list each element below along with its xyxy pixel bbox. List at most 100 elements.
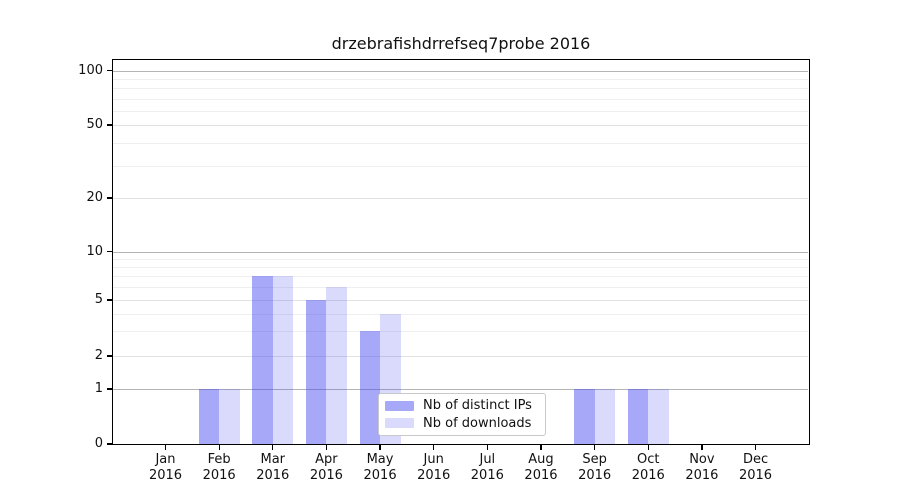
x-tick-oct	[647, 445, 649, 450]
legend-item-downloads: Nb of downloads	[385, 415, 539, 433]
gridline-y-50	[113, 125, 808, 126]
gridline-y-2	[113, 356, 808, 357]
x-tick-jul	[486, 445, 489, 450]
x-tick-year: 2016	[363, 468, 397, 483]
legend-label-distinct-ips: Nb of distinct IPs	[423, 398, 532, 414]
x-tick-mar	[272, 445, 274, 450]
y-tick-100	[107, 69, 112, 72]
bar-distinct-ips-sep	[574, 389, 595, 444]
x-tick-year: 2016	[470, 468, 504, 483]
y-tick-label-2: 2	[94, 348, 103, 363]
x-tick-label-sep: Sep 2016	[555, 452, 635, 484]
plot-area	[112, 59, 810, 445]
gridline-y-8	[113, 267, 808, 269]
gridline-y-9	[113, 258, 808, 260]
gridline-y-5	[113, 300, 808, 301]
bar-distinct-ips-mar	[252, 276, 273, 444]
x-tick-label-apr: Apr 2016	[286, 452, 366, 484]
x-tick-month: Jun	[423, 452, 444, 467]
x-tick-label-oct: Oct 2016	[608, 452, 688, 484]
x-tick-label-feb: Feb 2016	[179, 452, 259, 484]
x-tick-aug	[540, 445, 542, 450]
x-tick-sep	[594, 445, 596, 450]
x-tick-may	[379, 445, 381, 450]
bar-distinct-ips-apr	[305, 300, 327, 444]
x-tick-label-jul: Jul 2016	[447, 452, 527, 484]
x-tick-month: Feb	[207, 452, 231, 467]
x-tick-label-mar: Mar 2016	[233, 452, 313, 484]
x-tick-year: 2016	[256, 468, 290, 483]
x-tick-month: Dec	[742, 452, 769, 467]
x-tick-year: 2016	[309, 468, 343, 483]
x-tick-month: Sep	[582, 452, 607, 467]
gridline-y-100	[113, 70, 808, 72]
x-tick-label-jun: Jun 2016	[394, 452, 474, 484]
x-tick-label-dec: Dec 2016	[716, 452, 796, 484]
y-tick-label-5: 5	[94, 292, 103, 307]
gridline-y-3	[113, 331, 808, 333]
x-tick-month: Jul	[479, 452, 496, 467]
gridline-y-6	[113, 287, 808, 289]
y-tick-10	[107, 250, 112, 253]
bar-downloads-oct	[648, 389, 669, 444]
y-tick-label-0: 0	[94, 436, 103, 451]
bar-distinct-ips-feb	[198, 389, 220, 444]
bar-downloads-sep	[594, 389, 616, 444]
y-tick-20	[107, 197, 112, 199]
y-tick-5	[107, 299, 112, 301]
x-tick-label-jan: Jan 2016	[126, 452, 206, 484]
x-tick-month: May	[366, 452, 394, 467]
legend-swatch-distinct-ips	[385, 400, 414, 411]
x-tick-month: Mar	[260, 452, 286, 467]
x-tick-feb	[218, 445, 220, 450]
x-tick-label-aug: Aug 2016	[501, 452, 581, 484]
x-tick-jun	[433, 445, 435, 450]
x-tick-month: Apr	[315, 452, 338, 467]
legend-swatch-downloads	[385, 418, 414, 429]
y-tick-label-100: 100	[78, 62, 103, 78]
x-tick-month: Jan	[155, 452, 176, 467]
x-tick-apr	[325, 445, 328, 450]
gridline-y-30	[113, 165, 808, 167]
y-tick-50	[107, 124, 112, 126]
legend-label-downloads: Nb of downloads	[423, 415, 532, 431]
x-tick-year: 2016	[148, 468, 183, 483]
gridline-y-10	[113, 251, 808, 253]
gridline-y-70	[113, 98, 808, 100]
gridline-y-80	[113, 88, 808, 90]
x-tick-year: 2016	[738, 468, 773, 483]
x-tick-jan	[164, 445, 167, 450]
x-tick-month: Aug	[528, 452, 554, 467]
bar-downloads-feb	[219, 389, 240, 444]
gridline-y-40	[113, 142, 808, 144]
x-tick-year: 2016	[417, 468, 451, 483]
gridline-y-4	[113, 313, 808, 315]
bar-downloads-mar	[272, 276, 294, 444]
x-tick-month: Oct	[637, 452, 660, 467]
x-tick-year: 2016	[631, 468, 665, 483]
x-tick-year: 2016	[524, 468, 558, 483]
gridline-y-20	[113, 198, 808, 199]
y-tick-1	[107, 388, 112, 390]
gridline-y-1	[113, 389, 808, 390]
y-tick-label-50: 50	[86, 117, 103, 132]
x-tick-year: 2016	[685, 468, 719, 483]
gridline-y-90	[113, 78, 808, 80]
legend: Nb of distinct IPs Nb of downloads	[378, 393, 546, 436]
x-tick-label-nov: Nov 2016	[662, 452, 742, 484]
bar-distinct-ips-oct	[627, 389, 649, 444]
x-tick-dec	[754, 445, 757, 450]
y-tick-label-20: 20	[86, 190, 103, 205]
x-tick-month: Nov	[689, 452, 715, 467]
x-tick-year: 2016	[202, 468, 236, 483]
y-tick-2	[107, 355, 112, 357]
y-tick-label-10: 10	[86, 243, 103, 259]
x-tick-label-may: May 2016	[340, 452, 420, 484]
y-tick-0	[107, 443, 112, 445]
bar-downloads-apr	[326, 287, 347, 444]
bar-distinct-ips-may	[359, 331, 381, 444]
chart-title: drzebrafishdrrefseq7probe 2016	[331, 34, 591, 53]
y-tick-label-1: 1	[94, 381, 103, 396]
x-tick-nov	[701, 445, 703, 450]
